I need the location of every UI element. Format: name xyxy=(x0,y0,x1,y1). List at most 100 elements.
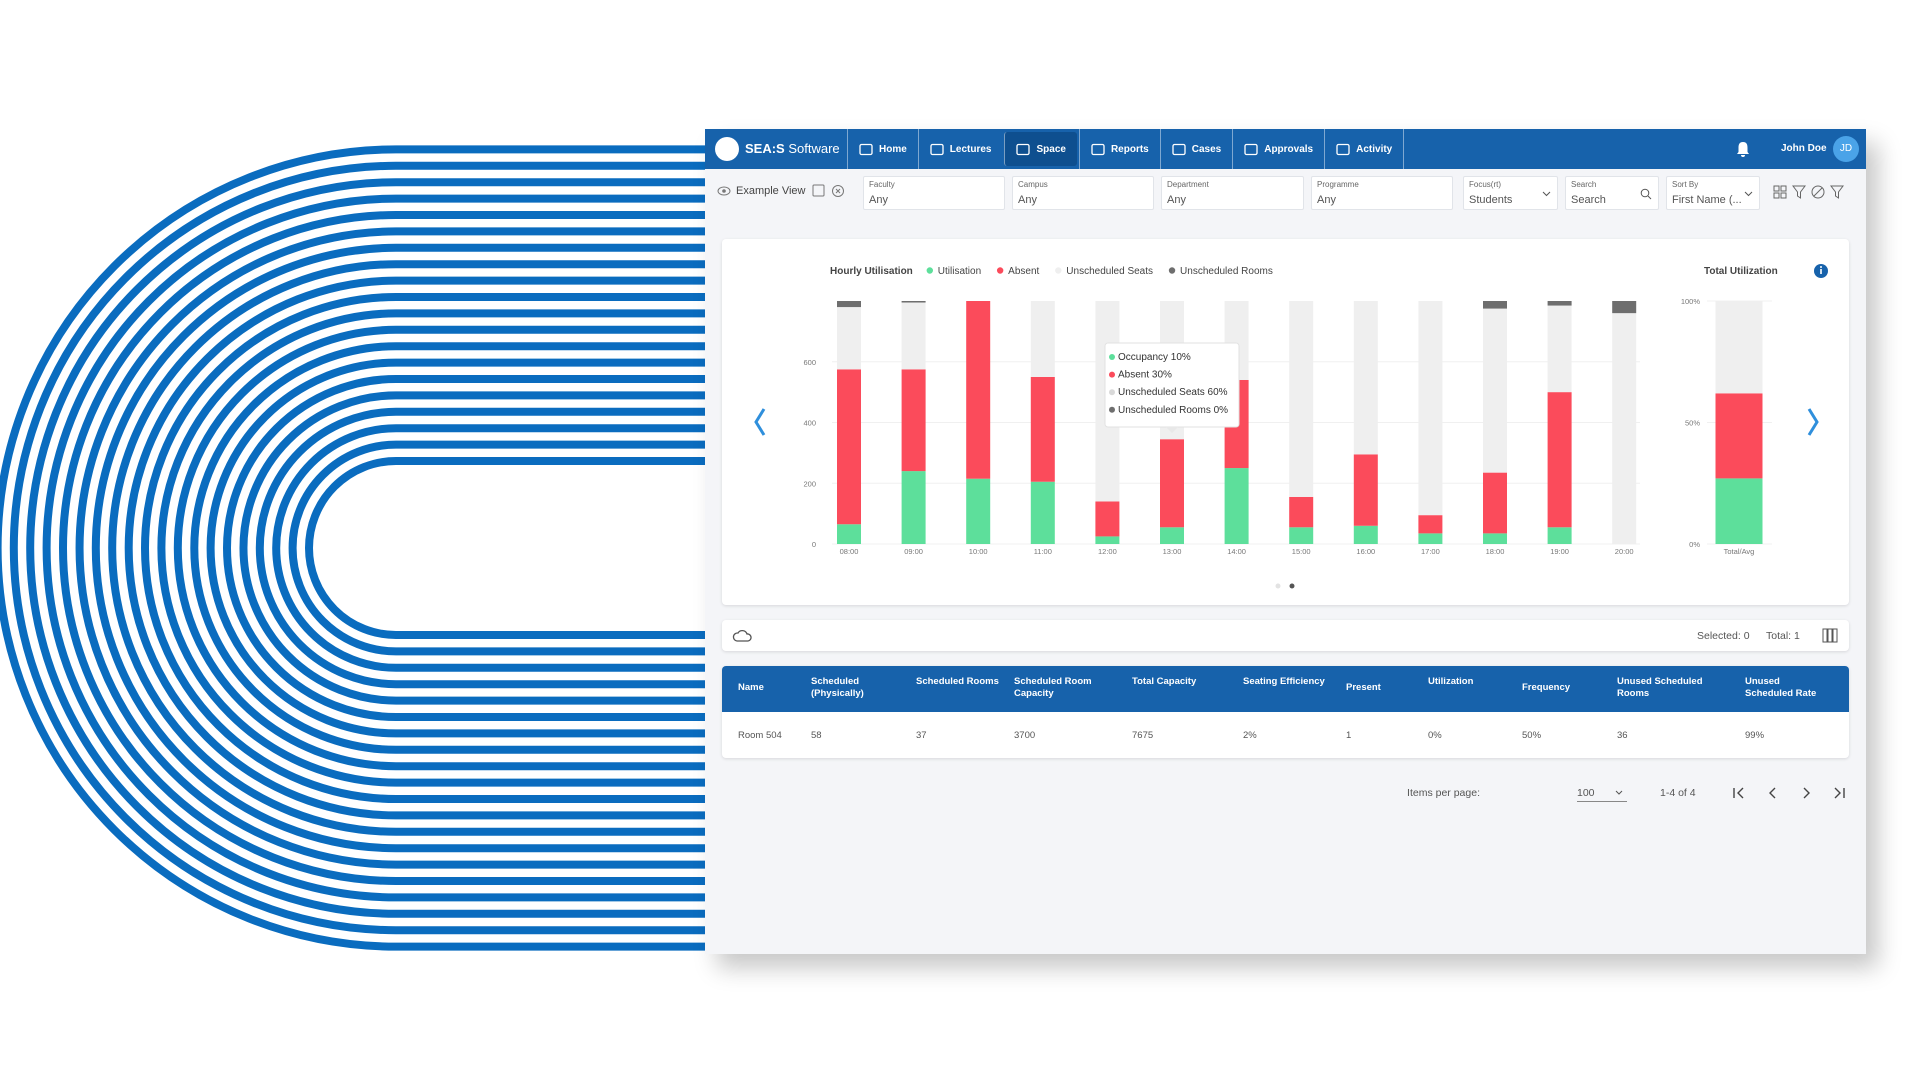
y-tick-label: 200 xyxy=(803,479,816,488)
filter-field[interactable]: Faculty Any xyxy=(863,176,1005,210)
columns-icon[interactable] xyxy=(1822,628,1838,644)
page-size-select[interactable]: 100 xyxy=(1577,787,1627,802)
nav-icon xyxy=(859,143,873,155)
nav-item[interactable]: Approvals xyxy=(1232,129,1324,169)
carousel-dot[interactable] xyxy=(1289,583,1295,589)
nav-item[interactable]: Cases xyxy=(1159,129,1232,169)
bar-segment xyxy=(1353,301,1378,455)
column-header[interactable]: Scheduled Rooms xyxy=(916,676,999,687)
column-header[interactable]: Present xyxy=(1346,682,1381,693)
x-tick-label: 08:00 xyxy=(840,547,859,556)
filter-field[interactable]: Search Search xyxy=(1565,176,1659,210)
stripe xyxy=(223,375,705,721)
nav-item[interactable]: Space xyxy=(1004,132,1077,166)
bar-segment xyxy=(1030,481,1055,544)
stripe xyxy=(305,457,705,639)
filter-field[interactable]: Sort By First Name (... xyxy=(1666,176,1760,210)
column-header[interactable]: Scheduled Room Capacity xyxy=(1014,676,1092,699)
page-range: 1-4 of 4 xyxy=(1660,787,1696,799)
bar-segment xyxy=(1224,468,1249,544)
nav-icon xyxy=(1244,143,1258,155)
page-nav[interactable] xyxy=(1731,785,1851,801)
total-count: Total: 1 xyxy=(1766,630,1800,642)
stripe xyxy=(239,391,705,705)
column-header[interactable]: Unused Scheduled Rooms xyxy=(1617,676,1703,699)
chevron xyxy=(1744,191,1753,197)
y-tick-label: 400 xyxy=(803,419,816,428)
filter-label: Sort By xyxy=(1672,180,1699,189)
user-name[interactable]: John Doe xyxy=(1781,143,1827,154)
x-tick-label: 14:00 xyxy=(1227,547,1246,556)
stripe xyxy=(190,342,705,754)
bar-segment xyxy=(1547,305,1572,393)
nav-label: Activity xyxy=(1356,143,1393,155)
search-shape xyxy=(1647,195,1652,200)
prev-arrow[interactable] xyxy=(754,408,766,436)
brand-suffix: Software xyxy=(788,141,840,156)
nav-item[interactable]: Reports xyxy=(1078,129,1160,169)
next-arrow[interactable] xyxy=(1807,408,1819,436)
stripe xyxy=(75,227,705,869)
brand: SEA:S Software xyxy=(745,141,840,156)
legend-label[interactable]: Absent xyxy=(1008,266,1039,277)
stripe xyxy=(42,194,705,902)
nav-item[interactable]: Home xyxy=(847,129,918,169)
column-header[interactable]: Unused Scheduled Rate xyxy=(1745,676,1817,699)
bar-segment xyxy=(901,369,926,472)
stripe xyxy=(91,243,705,853)
column-header[interactable]: Frequency xyxy=(1522,682,1571,693)
bar-segment xyxy=(1095,501,1120,537)
legend-label[interactable]: Utilisation xyxy=(938,266,981,277)
y-tick-label: 0% xyxy=(1689,540,1700,549)
nav-icon-shape xyxy=(1336,143,1350,155)
column-header[interactable]: Utilization xyxy=(1428,676,1474,687)
bar-segment xyxy=(837,307,861,370)
filter-actions[interactable] xyxy=(1773,184,1863,200)
bar-segment xyxy=(1715,393,1763,479)
info-glyph xyxy=(1820,266,1822,268)
filter-field[interactable]: Department Any xyxy=(1161,176,1304,210)
column-header[interactable]: Total Capacity xyxy=(1132,676,1197,687)
bar-segment xyxy=(837,369,861,525)
column-header[interactable]: Scheduled (Physically) xyxy=(811,676,864,699)
legend-marker xyxy=(996,267,1004,274)
filter-field[interactable]: Programme Any xyxy=(1311,176,1453,210)
legend-label[interactable]: Unscheduled Seats xyxy=(1066,266,1153,277)
column-header[interactable]: Name xyxy=(738,682,764,693)
carousel-dot[interactable] xyxy=(1275,583,1281,589)
filter-field[interactable]: Focus(rt) Students xyxy=(1463,176,1558,210)
nav-item[interactable]: Lectures xyxy=(917,129,1003,169)
nav-icon-shape xyxy=(1091,143,1105,155)
chevron-shape xyxy=(1744,191,1753,197)
x-tick-label: 09:00 xyxy=(904,547,923,556)
column-header[interactable]: Seating Efficiency xyxy=(1243,676,1325,687)
brand-name: SEA:S xyxy=(745,141,785,156)
x-tick-label: 16:00 xyxy=(1356,547,1375,556)
bar-segment xyxy=(1547,527,1572,544)
app-window: SEA:S Software Home Lectures Space Reports C… xyxy=(705,129,1866,954)
filter-field[interactable]: Campus Any xyxy=(1012,176,1154,210)
bar-segment xyxy=(1289,527,1314,544)
filter-label: Programme xyxy=(1317,180,1359,189)
bell-icon[interactable] xyxy=(1735,140,1751,158)
nav-item[interactable]: Activity xyxy=(1324,129,1405,169)
filter-value: Any xyxy=(869,194,888,206)
tooltip-text: Occupancy 10% xyxy=(1118,352,1191,363)
chevron xyxy=(1542,191,1551,197)
nav-icon-shape xyxy=(1172,143,1186,155)
view-actions[interactable] xyxy=(811,184,845,198)
tooltip-text: Absent 30% xyxy=(1118,370,1172,381)
chart-title: Total Utilization xyxy=(1704,266,1778,277)
legend-label[interactable]: Unscheduled Rooms xyxy=(1180,266,1273,277)
x-tick-label: 12:00 xyxy=(1098,547,1117,556)
filter-label: Faculty xyxy=(869,180,895,189)
table-cell: 0% xyxy=(1428,730,1442,741)
cloud-icon[interactable] xyxy=(732,628,754,644)
logo xyxy=(715,137,739,161)
tooltip-marker xyxy=(1109,406,1115,413)
bar-segment xyxy=(1418,533,1443,544)
view-selector[interactable]: Example View xyxy=(717,184,845,198)
filter-value: First Name (... xyxy=(1672,194,1742,206)
avatar[interactable]: JD xyxy=(1833,136,1859,162)
bar-segment xyxy=(1547,301,1572,306)
